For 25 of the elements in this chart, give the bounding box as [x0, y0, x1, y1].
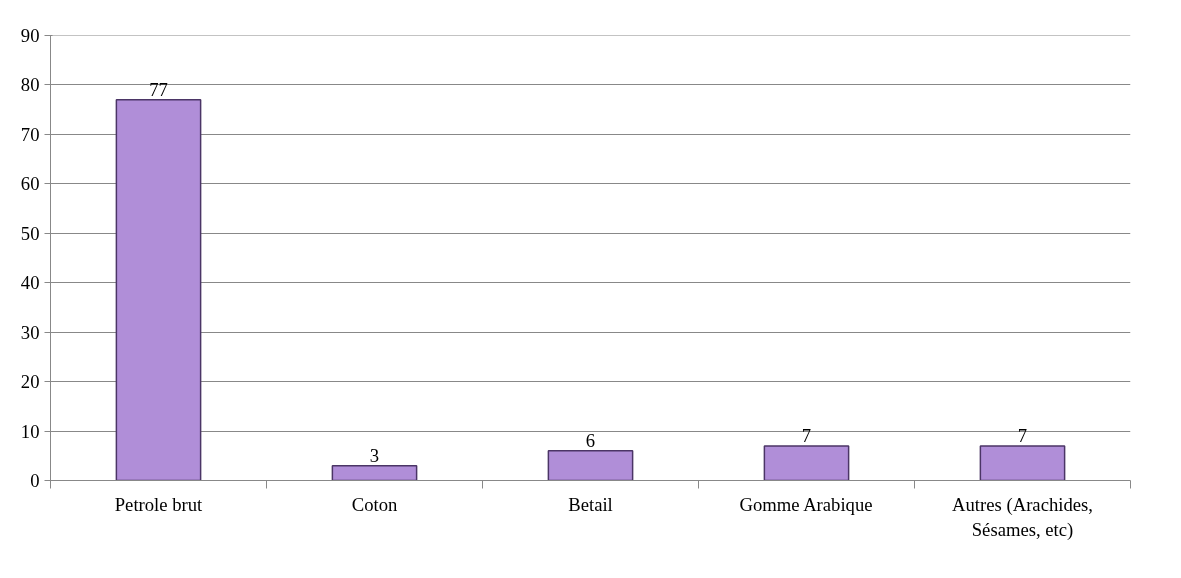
- data-label: 77: [149, 78, 168, 100]
- x-tick-label: Petrole brut: [114, 493, 204, 515]
- y-tick-label: 0: [30, 470, 40, 491]
- y-tick-label: 40: [20, 272, 40, 294]
- data-label: 7: [801, 424, 812, 446]
- data-label: 3: [369, 444, 380, 466]
- x-tick-label: Coton: [351, 493, 398, 515]
- bar: [547, 450, 634, 481]
- y-tick-label: 60: [20, 173, 40, 195]
- data-label: 6: [585, 429, 596, 451]
- y-tick-label: 20: [20, 371, 40, 393]
- bar: [115, 99, 202, 481]
- x-tick-label: Betail: [568, 493, 613, 515]
- y-tick-label: 70: [20, 123, 40, 145]
- y-tick-label: 50: [20, 222, 40, 244]
- bar: [763, 445, 850, 481]
- x-tick-label: Autres (Arachides, Sésames, etc): [952, 493, 1093, 541]
- y-tick-label: 30: [20, 321, 40, 343]
- y-tick-label: 90: [20, 25, 40, 46]
- x-tick-label: Gomme Arabique: [739, 493, 873, 515]
- data-label: 7: [1017, 424, 1028, 446]
- y-tick-label: 80: [20, 74, 40, 96]
- bar: [331, 464, 418, 481]
- bar: [979, 445, 1066, 481]
- y-tick-label: 10: [20, 420, 40, 442]
